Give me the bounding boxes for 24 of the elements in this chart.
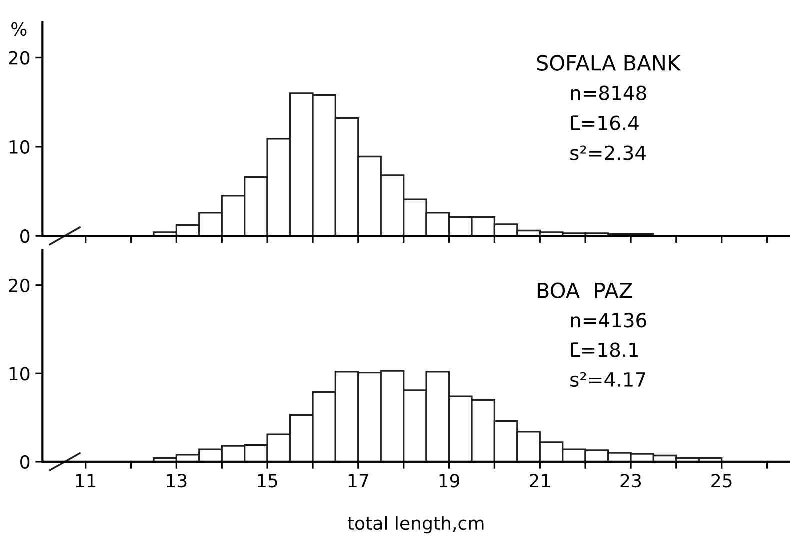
x-tick-label: 23 bbox=[620, 474, 642, 488]
y-tick-label: 0 bbox=[20, 230, 30, 244]
x-tick-label: 19 bbox=[440, 474, 460, 488]
y-axis-title: % bbox=[12, 22, 27, 36]
x-tick-label: 13 bbox=[167, 474, 187, 488]
annotation: s²=2.34 bbox=[570, 146, 646, 160]
annotation: s²=4.17 bbox=[570, 372, 646, 388]
y-tick-label: 10 bbox=[10, 367, 30, 381]
y-tick-label: 20 bbox=[9, 278, 30, 293]
x-tick-label: 11 bbox=[76, 474, 96, 488]
annotation: n=4136 bbox=[571, 313, 646, 328]
annotation: L̄=16.4 bbox=[571, 116, 639, 130]
x-tick-label: 17 bbox=[348, 474, 368, 488]
y-tick-label: 0 bbox=[20, 455, 30, 470]
x-tick-label: 25 bbox=[712, 474, 732, 488]
x-axis-title: total length,cm bbox=[348, 516, 484, 534]
annotation: SOFALA BANK bbox=[537, 55, 682, 71]
y-tick-label: 10 bbox=[10, 140, 30, 154]
x-tick-label: 21 bbox=[530, 474, 550, 488]
y-tick-label: 20 bbox=[9, 51, 30, 65]
annotation: n=8148 bbox=[571, 86, 646, 100]
x-tick-label: 15 bbox=[258, 474, 278, 488]
annotation: BOA PAZ bbox=[538, 282, 632, 299]
annotation: L̄=18.1 bbox=[571, 342, 638, 358]
